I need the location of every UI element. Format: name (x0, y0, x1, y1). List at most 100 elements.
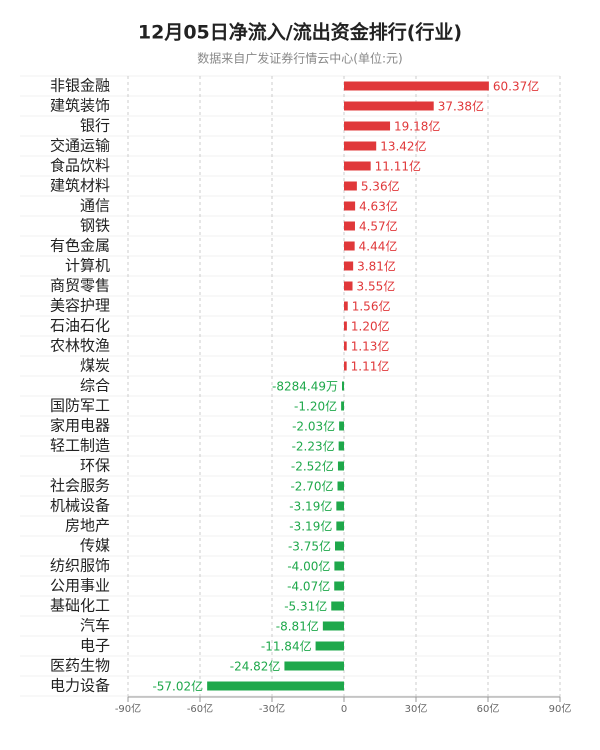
x-tick-label: -60亿 (187, 702, 213, 715)
value-label: 60.37亿 (493, 79, 539, 94)
x-tick-label: -90亿 (115, 702, 141, 715)
value-label: 11.11亿 (375, 159, 421, 174)
chart-title: 12月05日净流入/流出资金排行(行业) (138, 21, 462, 44)
category-label: 轻工制造 (50, 437, 110, 455)
value-label: -2.03亿 (292, 419, 335, 434)
value-label: -2.52亿 (291, 459, 334, 474)
bar (344, 101, 434, 111)
category-label: 农林牧渔 (50, 337, 110, 355)
value-label: 1.56亿 (352, 299, 391, 314)
bar (331, 601, 344, 611)
value-label: 3.55亿 (357, 279, 396, 294)
category-label: 环保 (80, 457, 110, 475)
bar (344, 281, 353, 291)
category-label: 食品饮料 (50, 157, 110, 175)
category-label: 石油石化 (50, 317, 110, 335)
category-label: 建筑装饰 (50, 97, 110, 115)
bar (344, 261, 354, 271)
value-label: 37.38亿 (438, 99, 484, 114)
bar (341, 401, 344, 411)
value-label: -8284.49万 (272, 380, 338, 394)
bar (344, 361, 347, 371)
x-tick-label: -30亿 (259, 702, 285, 715)
category-label: 基础化工 (50, 597, 110, 615)
value-label: 1.20亿 (351, 319, 390, 334)
bar (322, 621, 344, 631)
bar (336, 501, 344, 511)
bar (337, 481, 344, 491)
value-label: -5.31亿 (284, 599, 327, 614)
bar (344, 161, 371, 171)
category-label: 煤炭 (80, 357, 110, 375)
bar (344, 321, 347, 331)
category-label: 有色金属 (50, 237, 110, 255)
value-label: -11.84亿 (261, 639, 312, 654)
x-tick-label: 30亿 (405, 702, 428, 715)
category-label: 房地产 (65, 517, 110, 535)
value-label: -57.02亿 (152, 679, 203, 694)
value-label: -2.23亿 (292, 439, 335, 454)
value-label: -24.82亿 (230, 659, 281, 674)
value-label: 19.18亿 (394, 119, 440, 134)
value-label: 1.13亿 (351, 339, 390, 354)
bar (342, 381, 344, 391)
category-label: 医药生物 (50, 657, 110, 675)
category-label: 社会服务 (50, 477, 110, 495)
category-label: 电力设备 (50, 677, 110, 695)
value-label: -4.00亿 (287, 559, 330, 574)
value-label: -3.75亿 (288, 539, 331, 554)
category-label: 非银金融 (50, 77, 110, 95)
bar (339, 421, 344, 431)
bar (344, 301, 348, 311)
bar (207, 681, 344, 691)
bar (315, 641, 344, 651)
category-label: 交通运输 (50, 137, 110, 155)
bar (334, 581, 344, 591)
category-label: 家用电器 (50, 417, 110, 435)
category-label: 钢铁 (80, 217, 110, 235)
value-label: 4.44亿 (359, 239, 398, 254)
bar (335, 541, 344, 551)
value-label: -1.20亿 (294, 399, 337, 414)
bar (344, 241, 355, 251)
bar (336, 521, 344, 531)
category-label: 商贸零售 (50, 277, 110, 295)
value-label: -2.70亿 (290, 479, 333, 494)
category-label: 国防军工 (50, 397, 110, 415)
category-label: 电子 (80, 637, 110, 655)
category-label: 机械设备 (50, 497, 110, 515)
chart-subtitle: 数据来自广发证券行情云中心(单位:元) (197, 51, 402, 66)
value-label: -4.07亿 (287, 579, 330, 594)
bar (344, 221, 355, 231)
value-label: 13.42亿 (380, 139, 426, 154)
value-label: 3.81亿 (357, 259, 396, 274)
bar (344, 201, 356, 211)
value-label: 4.57亿 (359, 219, 398, 234)
bar (344, 141, 377, 151)
bar (344, 81, 489, 91)
value-label: -3.19亿 (289, 519, 332, 534)
category-label: 美容护理 (50, 297, 110, 315)
value-label: -3.19亿 (289, 499, 332, 514)
bar (334, 561, 344, 571)
bar (344, 121, 391, 131)
x-tick-label: 0 (341, 704, 347, 715)
value-label: 1.11亿 (351, 359, 390, 374)
category-label: 纺织服饰 (50, 557, 110, 575)
bar (344, 341, 347, 351)
x-tick-label: 90亿 (549, 702, 572, 715)
category-label: 传媒 (80, 537, 110, 555)
value-label: 4.63亿 (359, 199, 398, 214)
bar (344, 181, 357, 191)
bar (284, 661, 344, 671)
category-label: 公用事业 (50, 577, 110, 595)
bar (338, 441, 344, 451)
category-label: 银行 (80, 117, 110, 135)
value-label: -8.81亿 (276, 619, 319, 634)
x-tick-label: 60亿 (477, 702, 500, 715)
category-label: 综合 (80, 377, 110, 395)
category-label: 建筑材料 (50, 177, 110, 195)
category-label: 通信 (80, 197, 110, 215)
